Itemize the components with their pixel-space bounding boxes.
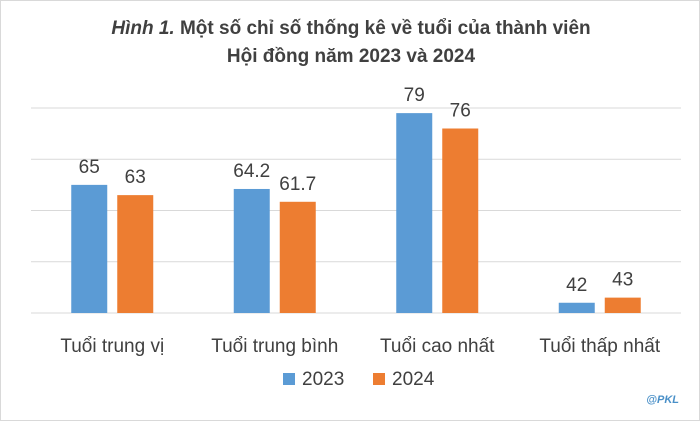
- bar-2024-3: [604, 297, 641, 313]
- bar-2024-2: [442, 128, 479, 313]
- data-label-2023-3: 42: [566, 275, 587, 296]
- chart-title: Hình 1. Một số chỉ số thống kê về tuổi c…: [1, 15, 700, 71]
- bar-2023-1: [233, 188, 270, 313]
- title-line-2: Hội đồng năm 2023 và 2024: [226, 46, 476, 67]
- bar-2023-0: [71, 184, 108, 313]
- legend-label-2023: 2023: [302, 369, 344, 390]
- data-label-2023-1: 64.2: [233, 161, 270, 182]
- data-label-2024-2: 76: [450, 101, 471, 122]
- data-label-2024-0: 63: [125, 167, 146, 188]
- data-label-2024-3: 43: [612, 270, 633, 291]
- legend-swatch-2023: [283, 373, 295, 385]
- figure-label: Hình 1.: [111, 18, 175, 39]
- x-tick-label-2: Tuổi cao nhất: [380, 336, 495, 357]
- bar-2023-2: [396, 113, 433, 313]
- data-label-2023-0: 65: [79, 157, 100, 178]
- title-line-1: Một số chỉ số thống kê về tuổi của thành…: [179, 18, 591, 39]
- x-tick-label-0: Tuổi trung vị: [60, 336, 164, 357]
- bar-2024-1: [279, 201, 316, 313]
- bar-2024-0: [117, 195, 154, 313]
- x-tick-label-1: Tuổi trung bình: [211, 336, 338, 357]
- x-tick-label-3: Tuổi thấp nhất: [539, 336, 660, 357]
- data-label-2023-2: 79: [404, 85, 425, 106]
- data-label-2024-1: 61.7: [279, 174, 316, 195]
- bar-2023-3: [558, 302, 595, 313]
- legend-swatch-2024: [373, 373, 385, 385]
- legend-label-2024: 2024: [392, 369, 435, 390]
- watermark: @PKL: [646, 394, 679, 406]
